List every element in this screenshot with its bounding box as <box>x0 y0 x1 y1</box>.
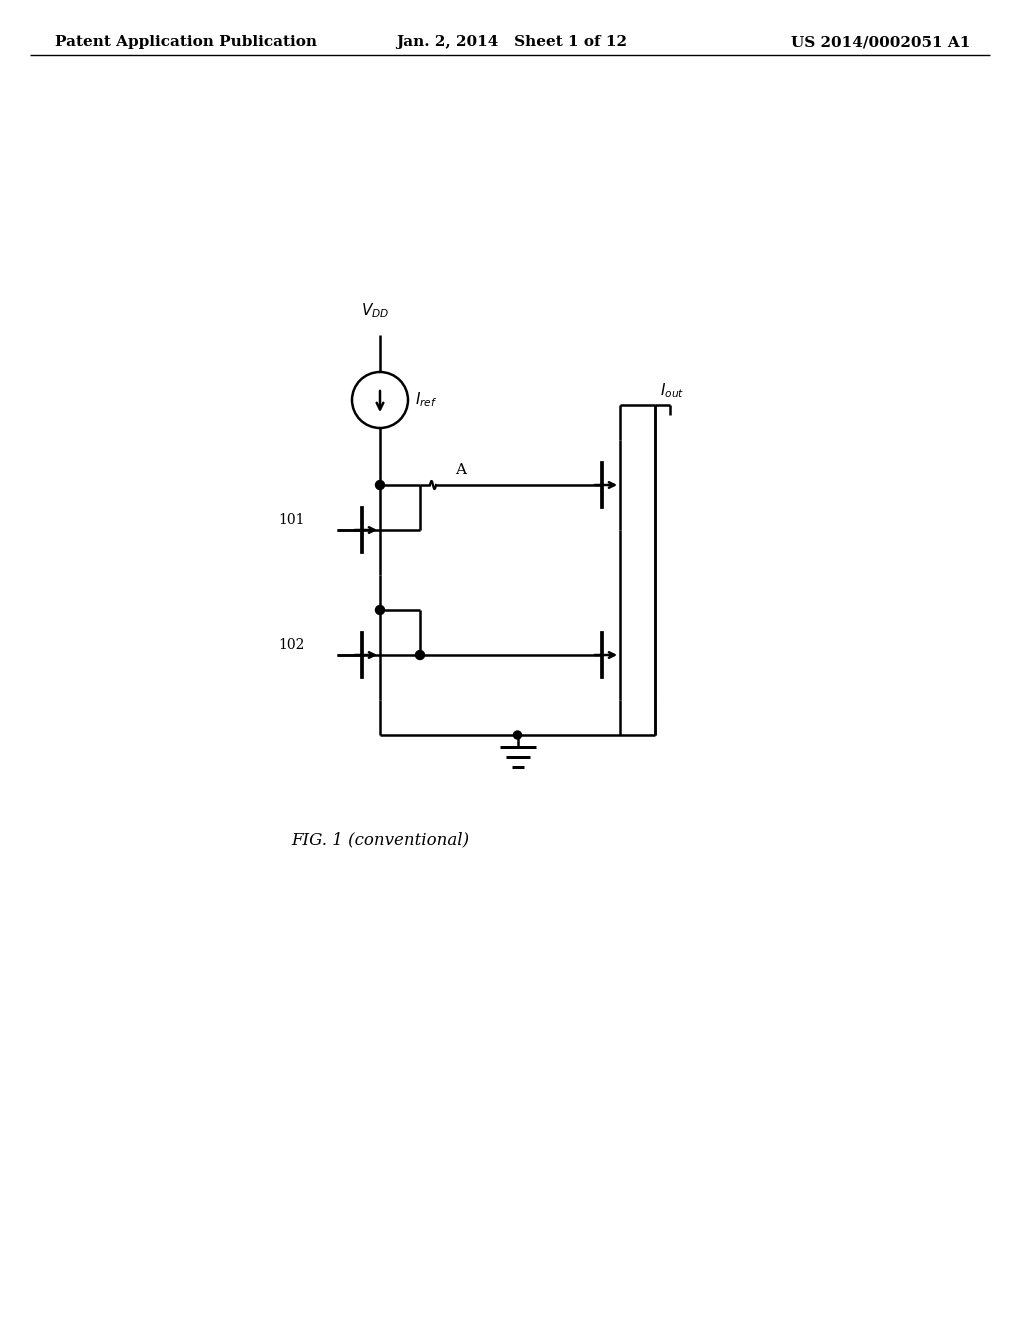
Text: A: A <box>455 463 466 477</box>
Text: $V_{DD}$: $V_{DD}$ <box>360 301 389 319</box>
Circle shape <box>376 606 384 615</box>
Text: 101: 101 <box>279 513 305 527</box>
Text: US 2014/0002051 A1: US 2014/0002051 A1 <box>791 36 970 49</box>
Text: 102: 102 <box>279 638 305 652</box>
Text: $I_{ref}$: $I_{ref}$ <box>415 391 437 409</box>
Text: FIG. 1 (conventional): FIG. 1 (conventional) <box>291 832 469 849</box>
Text: Jan. 2, 2014   Sheet 1 of 12: Jan. 2, 2014 Sheet 1 of 12 <box>396 36 628 49</box>
Circle shape <box>416 651 425 660</box>
Circle shape <box>513 731 521 739</box>
Text: $I_{out}$: $I_{out}$ <box>660 381 684 400</box>
Text: Patent Application Publication: Patent Application Publication <box>55 36 317 49</box>
Circle shape <box>376 480 384 490</box>
